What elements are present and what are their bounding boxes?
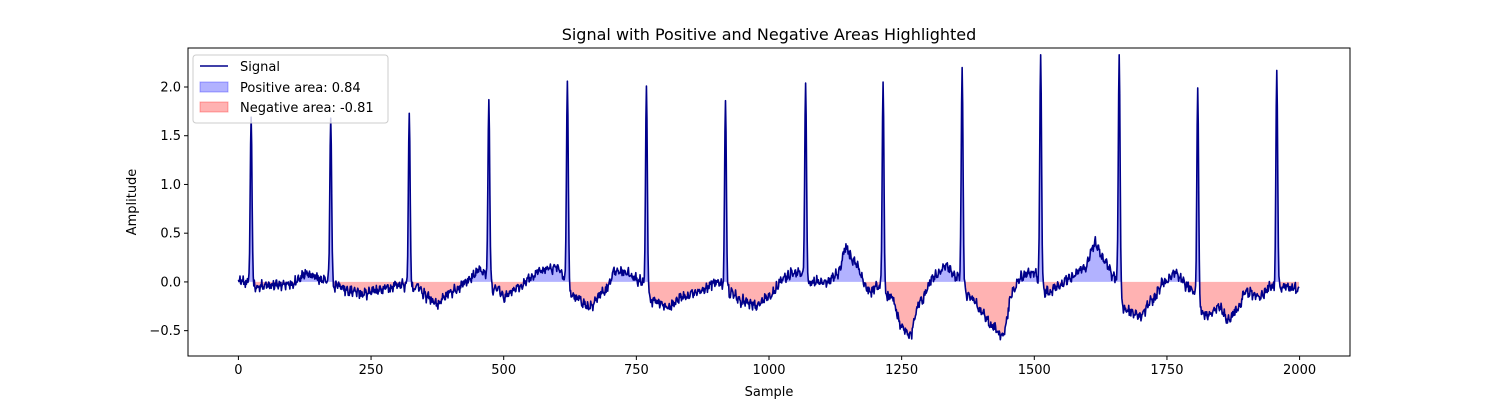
x-tick-label: 2000 [1283,363,1316,378]
y-axis: −0.5 0.0 0.5 1.0 1.5 2.0 [149,80,188,339]
x-tick-label: 0 [234,363,242,378]
legend-box [192,54,389,124]
y-tick-label: 1.0 [160,178,181,193]
x-tick-label: 750 [624,363,649,378]
x-axis-title: Sample [745,385,794,400]
y-tick-label: 1.5 [160,129,181,144]
y-axis-title: Amplitude [125,169,140,236]
x-tick-label: 250 [359,363,384,378]
legend: Signal Positive area: 0.84 Negative area… [192,54,389,124]
x-tick-label: 1500 [1018,363,1051,378]
y-tick-label: 0.0 [160,275,181,290]
legend-label-positive: Positive area: 0.84 [240,81,361,96]
x-axis: 0 250 500 750 1000 1250 1500 1750 2000 [234,356,1316,378]
legend-swatch-positive [199,81,229,93]
legend-label-signal: Signal [240,60,280,75]
x-tick-label: 1000 [752,363,785,378]
x-tick-label: 1250 [885,363,918,378]
legend-swatch-negative [199,101,229,113]
y-tick-label: 2.0 [160,80,181,95]
signal-line [237,54,1300,341]
y-tick-label: −0.5 [149,324,181,339]
x-tick-label: 500 [491,363,516,378]
legend-label-negative: Negative area: -0.81 [240,101,374,116]
x-tick-label: 1750 [1150,363,1183,378]
chart-title: Signal with Positive and Negative Areas … [562,25,977,44]
y-tick-label: 0.5 [160,227,181,242]
